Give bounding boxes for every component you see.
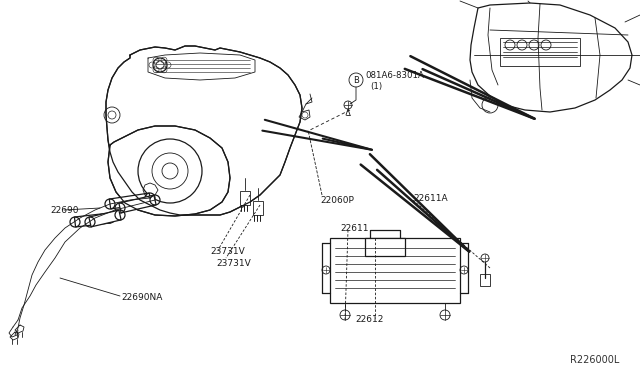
- Bar: [253, 201, 263, 215]
- Text: (1): (1): [370, 81, 382, 90]
- Text: 22611A: 22611A: [413, 193, 447, 202]
- Polygon shape: [470, 3, 632, 112]
- Text: B: B: [353, 76, 359, 84]
- Polygon shape: [109, 193, 151, 209]
- Bar: [480, 274, 490, 286]
- Polygon shape: [89, 210, 121, 227]
- Polygon shape: [119, 195, 156, 213]
- Polygon shape: [74, 213, 111, 227]
- Text: 22060P: 22060P: [320, 196, 354, 205]
- Text: 22612: 22612: [355, 315, 383, 324]
- Text: 23731V: 23731V: [216, 259, 251, 267]
- Text: 22690NA: 22690NA: [121, 294, 163, 302]
- Bar: [500, 38, 580, 66]
- Polygon shape: [106, 46, 302, 215]
- Bar: [365, 238, 405, 256]
- Bar: [240, 191, 250, 205]
- Text: 22690: 22690: [50, 205, 79, 215]
- Polygon shape: [108, 126, 230, 216]
- Text: R226000L: R226000L: [570, 355, 620, 365]
- Bar: [330, 238, 460, 303]
- Text: 081A6-8301A: 081A6-8301A: [365, 71, 424, 80]
- Text: 23731V: 23731V: [210, 247, 244, 257]
- Text: 22611: 22611: [340, 224, 369, 232]
